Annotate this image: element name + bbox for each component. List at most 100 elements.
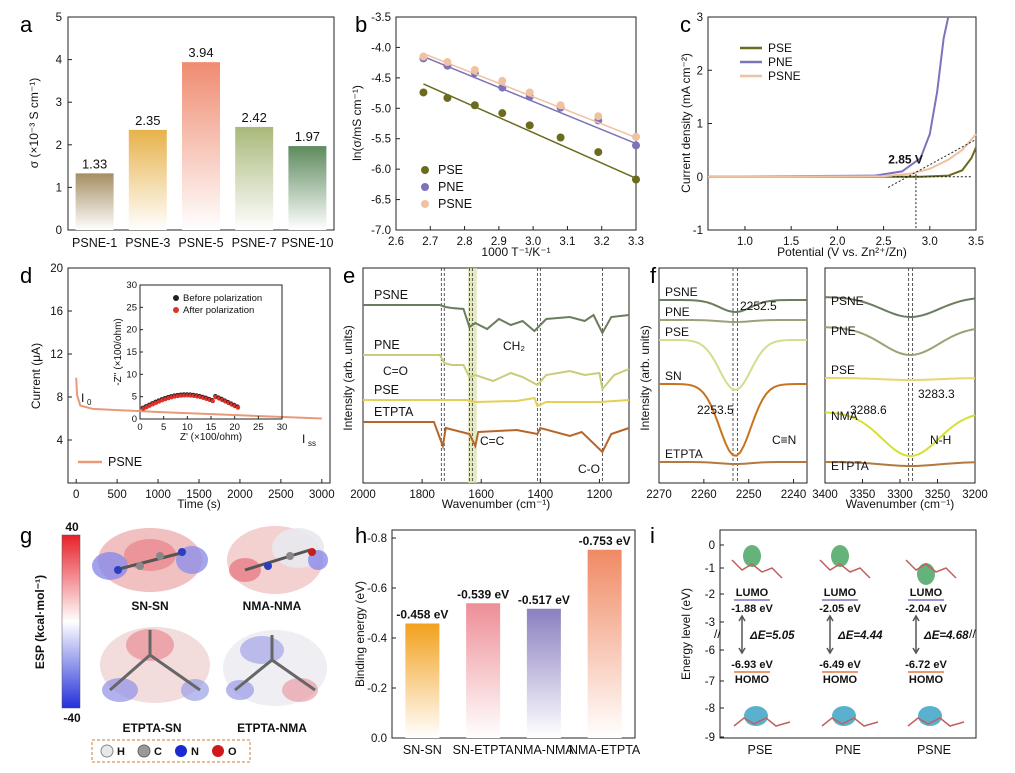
chart-c: Current density (mA cm⁻²) Potential (V v… bbox=[679, 12, 984, 259]
chart-a-bar bbox=[75, 173, 114, 230]
chart-c-xtick-label: 3.0 bbox=[922, 236, 938, 248]
chart-b-legend-label: PNE bbox=[438, 180, 464, 194]
chart-d-i0-sub: 0 bbox=[87, 398, 92, 407]
chart-h-ytick-label: 0.0 bbox=[371, 733, 387, 745]
chart-c-xtick-label: 3.5 bbox=[968, 236, 984, 248]
chart-b-point bbox=[498, 109, 507, 118]
chart-b-point bbox=[470, 65, 479, 74]
chart-a-ytick-label: 0 bbox=[56, 225, 62, 237]
chart-d-inset-xtick-label: 15 bbox=[206, 422, 217, 433]
chart-b-point bbox=[443, 58, 452, 67]
chart-c-ytick-label: 2 bbox=[697, 65, 703, 77]
chart-i-ylabel: Energy level (eV) bbox=[679, 588, 693, 680]
chart-a-ytick-label: 3 bbox=[56, 97, 62, 109]
chart-d-inset-ytick-label: 30 bbox=[126, 280, 137, 291]
chart-h-ytick-label: -0.8 bbox=[367, 533, 387, 545]
esp-min-label: -40 bbox=[63, 711, 81, 725]
chart-h-bar bbox=[405, 623, 440, 738]
chart-c-xlabel: Potential (V vs. Zn²⁺/Zn) bbox=[777, 245, 907, 259]
chart-c-line bbox=[707, 16, 950, 178]
chart-d-inset-ytick-label: 5 bbox=[132, 392, 137, 403]
chart-b-xlabel: 1000 T⁻¹/K⁻¹ bbox=[481, 245, 550, 259]
chart-d-inset-xtick-label: 0 bbox=[137, 422, 142, 433]
chart-d-inset-legend-marker bbox=[173, 307, 179, 313]
chart-d-xtick-label: 3000 bbox=[309, 489, 335, 501]
chart-e-series-label: ETPTA bbox=[374, 405, 414, 419]
chart-a: σ (×10⁻³ S cm⁻¹) 0 1 2 3 4 5 1.33 PSNE-1 2.35 PSN… bbox=[27, 12, 335, 250]
chart-i-lumo-label: LUMO bbox=[824, 587, 857, 599]
chart-b-point bbox=[443, 93, 452, 102]
chart-h-value-label: -0.539 eV bbox=[457, 587, 509, 601]
chart-e-xlabel: Wavenumber (cm⁻¹) bbox=[442, 497, 551, 511]
chart-c-xtick-label: 1.0 bbox=[737, 236, 753, 248]
chart-i-homo-value: -6.72 eV bbox=[905, 659, 947, 671]
chart-b-xtick-label: 2.6 bbox=[388, 236, 404, 248]
chart-b-point bbox=[594, 112, 603, 121]
chart-f-annotation: 3283.3 bbox=[918, 387, 955, 401]
chart-f-left-spectrum bbox=[658, 339, 808, 391]
chart-f-right-spectrum bbox=[824, 326, 976, 356]
chart-i-ytick-label: -7 bbox=[705, 676, 715, 688]
chart-d-inset-xtick-label: 20 bbox=[229, 422, 240, 433]
chart-e-series-label: PNE bbox=[374, 338, 400, 352]
chart-c-ytick-label: -1 bbox=[693, 225, 703, 237]
chart-b-point bbox=[632, 132, 640, 141]
chart-e-xtick-label: 1400 bbox=[528, 489, 554, 501]
chart-d-ytick-label: 12 bbox=[50, 349, 63, 361]
chart-b-point bbox=[525, 88, 534, 97]
chart-d-ytick-label: 4 bbox=[57, 435, 64, 447]
chart-i-lumo-value: -2.04 eV bbox=[905, 603, 947, 615]
chart-h-xtick-label: SN-ETPTA bbox=[453, 743, 515, 757]
molecule-nma-nma bbox=[227, 526, 328, 594]
chart-c-ytick-label: 1 bbox=[697, 119, 703, 131]
chart-i-xtick-label: PSNE bbox=[917, 743, 951, 757]
chart-f-left-series-label: PSE bbox=[665, 325, 689, 339]
chart-i-molecule-top bbox=[731, 559, 783, 579]
chart-d-xtick-label: 2000 bbox=[227, 489, 253, 501]
chart-d-ytick-label: 8 bbox=[57, 392, 63, 404]
chart-f-left-spectrum bbox=[658, 319, 808, 323]
chart-c-tangent bbox=[887, 139, 977, 188]
panel-label-a: a bbox=[20, 12, 33, 37]
panel-label-b: b bbox=[355, 12, 367, 37]
chart-e: Intensity (arb. units) Wavenumber (cm⁻¹)… bbox=[341, 267, 630, 511]
chart-d-inset-legend-label: Before polarization bbox=[183, 293, 262, 304]
chart-d-inset-ytick-label: 15 bbox=[126, 347, 137, 358]
chart-i-homo-value: -6.49 eV bbox=[819, 659, 861, 671]
chart-d-xlabel: Time (s) bbox=[177, 497, 221, 511]
chart-c-legend-label: PNE bbox=[768, 55, 793, 69]
chart-c-line bbox=[708, 147, 977, 178]
chart-a-ytick-label: 1 bbox=[56, 182, 62, 194]
chart-h-xtick-label: NMA-ETPTA bbox=[569, 743, 641, 757]
chart-d-xtick-label: 0 bbox=[73, 489, 79, 501]
chart-i-ytick-label: -9 bbox=[705, 732, 715, 744]
chart-b-point bbox=[498, 76, 507, 85]
chart-b-point bbox=[419, 88, 428, 97]
atom-n-label: N bbox=[191, 746, 199, 758]
chart-f-right-series-label: PSNE bbox=[831, 294, 864, 308]
chart-a-bar bbox=[235, 126, 274, 230]
chart-d-xtick-label: 2500 bbox=[268, 489, 294, 501]
chart-i-homo-label: HOMO bbox=[823, 674, 858, 686]
chart-b-legend-marker bbox=[421, 166, 429, 174]
chart-f-right-xtick-label: 3300 bbox=[887, 489, 913, 501]
chart-a-value-label: 3.94 bbox=[188, 45, 213, 60]
chart-e-series-label: PSNE bbox=[374, 288, 408, 302]
chart-i-homo-label: HOMO bbox=[909, 674, 944, 686]
chart-e-xtick-label: 1800 bbox=[409, 489, 435, 501]
molecule-label-nma-nma: NMA-NMA bbox=[243, 599, 302, 613]
atom-o-label: O bbox=[228, 746, 237, 758]
chart-f-left-xtick-label: 2250 bbox=[736, 489, 762, 501]
chart-a-value-label: 1.33 bbox=[82, 156, 107, 171]
chart-b-legend-marker bbox=[421, 183, 429, 191]
atom-h-label: H bbox=[117, 746, 125, 758]
chart-f-right-series-label: NMA bbox=[831, 409, 858, 423]
chart-b-xtick-label: 2.9 bbox=[491, 236, 507, 248]
chart-d-inset-xlabel: Z' (×100/ohm) bbox=[180, 432, 242, 443]
chart-e-xtick-label: 2000 bbox=[350, 489, 376, 501]
chart-b-xtick-label: 2.8 bbox=[457, 236, 473, 248]
chart-f-annotation: N-H bbox=[930, 433, 951, 447]
chart-a-value-label: 2.42 bbox=[242, 110, 267, 125]
chart-e-annotation: CH₂ bbox=[503, 339, 525, 353]
